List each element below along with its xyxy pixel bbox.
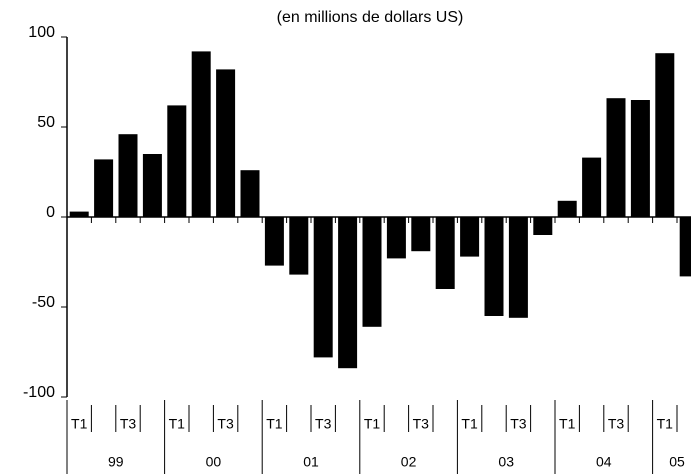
bar	[386, 217, 406, 259]
x-tick-label: T1	[364, 416, 381, 432]
bar	[460, 217, 480, 257]
bar	[362, 217, 382, 327]
bar	[606, 98, 626, 217]
bar	[533, 217, 553, 235]
x-tick-label: T3	[315, 416, 332, 432]
x-tick-label: T3	[510, 416, 527, 432]
bar	[94, 159, 114, 217]
bar	[264, 217, 284, 266]
x-tick-label: T3	[608, 416, 625, 432]
bar	[142, 154, 162, 217]
year-label: 05	[669, 454, 685, 470]
x-tick-label: T3	[217, 416, 234, 432]
year-label: 04	[596, 454, 612, 470]
x-tick-label: T1	[559, 416, 576, 432]
year-label: 02	[401, 454, 417, 470]
x-tick-label: T1	[461, 416, 478, 432]
chart-title: (en millions de dollars US)	[277, 9, 464, 26]
y-tick-label: 100	[28, 24, 55, 41]
bar	[167, 105, 187, 217]
y-tick-label: 50	[37, 114, 55, 131]
bar	[338, 217, 358, 369]
x-tick-label: T1	[71, 416, 88, 432]
bar	[435, 217, 455, 289]
bar	[216, 69, 236, 218]
year-label: 00	[206, 454, 222, 470]
year-label: 01	[303, 454, 319, 470]
bar	[69, 211, 89, 217]
bar	[484, 217, 504, 316]
year-label: 99	[108, 454, 124, 470]
bar	[557, 200, 577, 217]
x-tick-label: T1	[169, 416, 186, 432]
bar	[240, 170, 260, 217]
x-tick-label: T3	[120, 416, 137, 432]
bar	[630, 100, 650, 217]
bar	[191, 51, 211, 218]
x-tick-label: T3	[413, 416, 430, 432]
bar	[655, 53, 675, 218]
year-label: 03	[498, 454, 514, 470]
bar	[582, 157, 602, 217]
y-tick-label: -100	[23, 384, 55, 401]
bar	[289, 217, 309, 275]
y-tick-label: 0	[46, 204, 55, 221]
x-tick-label: T1	[657, 416, 674, 432]
bar	[118, 134, 138, 217]
bar	[508, 217, 528, 318]
y-tick-label: -50	[32, 294, 55, 311]
x-tick-label: T1	[266, 416, 283, 432]
bar	[411, 217, 431, 252]
bar	[313, 217, 333, 358]
bar	[679, 217, 691, 277]
